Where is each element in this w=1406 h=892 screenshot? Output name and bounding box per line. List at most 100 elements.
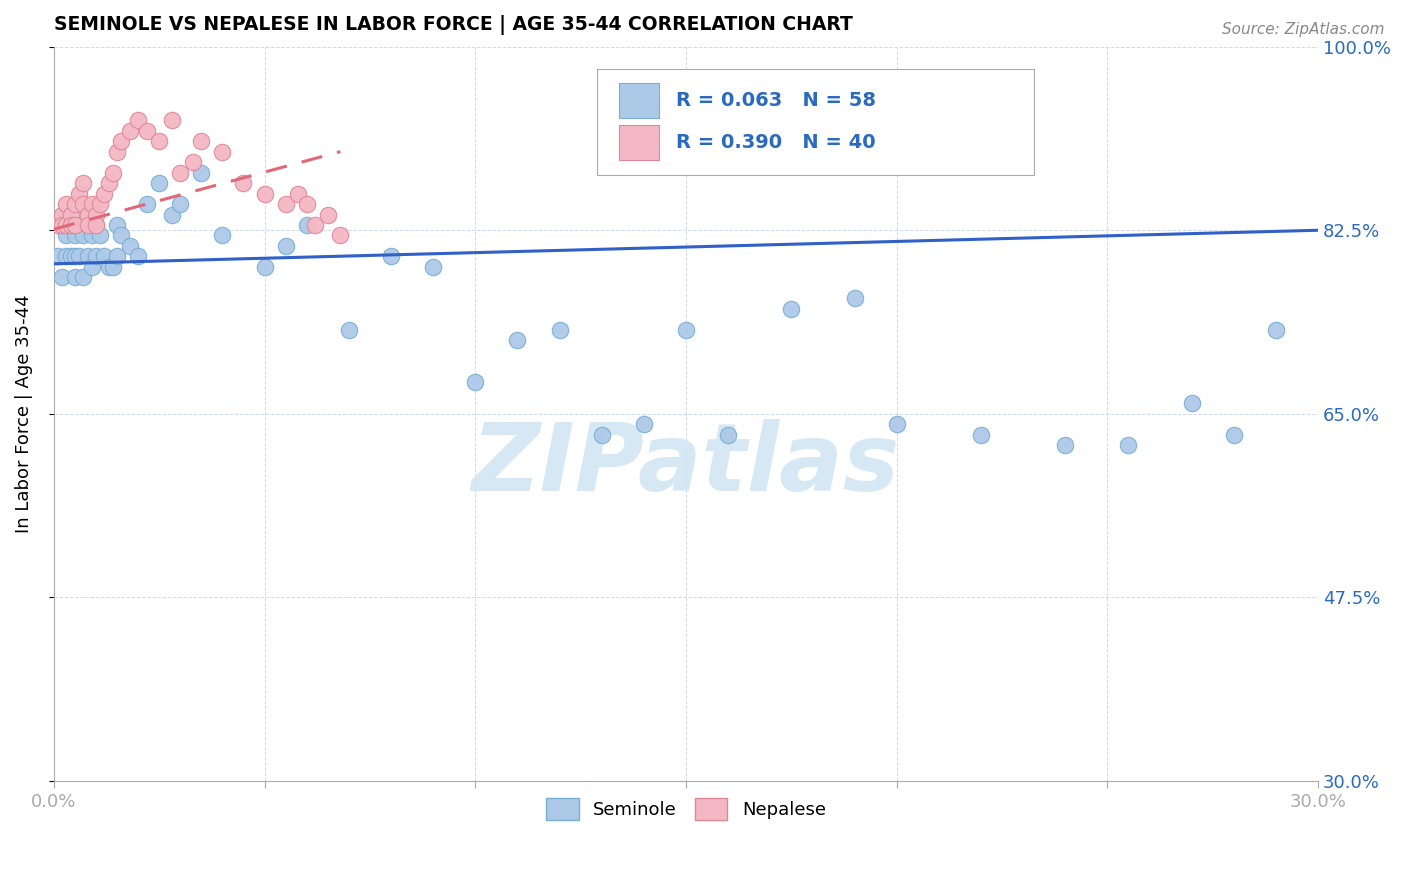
Point <box>55 207 77 221</box>
Text: R = 0.063   N = 58: R = 0.063 N = 58 <box>676 91 876 110</box>
Point <box>76 250 98 264</box>
Point <box>717 427 740 442</box>
Point <box>329 228 352 243</box>
Point <box>93 186 115 201</box>
Point <box>675 323 697 337</box>
Text: R = 0.390   N = 40: R = 0.390 N = 40 <box>676 133 876 152</box>
Point <box>89 228 111 243</box>
Point <box>80 260 103 274</box>
Text: Source: ZipAtlas.com: Source: ZipAtlas.com <box>1222 22 1385 37</box>
Point <box>55 228 77 243</box>
Point <box>55 250 77 264</box>
Point <box>59 218 82 232</box>
Point <box>422 260 444 274</box>
Point <box>1181 396 1204 410</box>
Point <box>72 197 94 211</box>
Point <box>169 165 191 179</box>
Point <box>211 228 233 243</box>
Point <box>160 207 183 221</box>
Point <box>101 260 124 274</box>
Point <box>591 427 613 442</box>
Point <box>59 207 82 221</box>
Y-axis label: In Labor Force | Age 35-44: In Labor Force | Age 35-44 <box>15 294 32 533</box>
Point <box>55 218 77 232</box>
Point <box>337 323 360 337</box>
Point <box>63 197 86 211</box>
Point <box>59 250 82 264</box>
Point <box>89 197 111 211</box>
Point <box>51 218 73 232</box>
Point <box>169 197 191 211</box>
Point <box>105 218 128 232</box>
Point <box>84 218 107 232</box>
Point <box>1223 427 1246 442</box>
Point <box>211 145 233 159</box>
Point <box>148 176 170 190</box>
Point <box>295 218 318 232</box>
Point <box>97 260 120 274</box>
Point <box>51 207 73 221</box>
Point <box>93 250 115 264</box>
Point <box>274 239 297 253</box>
Point <box>63 270 86 285</box>
Point <box>118 123 141 137</box>
Point <box>287 186 309 201</box>
Point <box>46 250 69 264</box>
Point <box>1118 438 1140 452</box>
Point <box>232 176 254 190</box>
Point <box>464 376 486 390</box>
Point <box>148 134 170 148</box>
Point <box>72 270 94 285</box>
Bar <box>619 83 659 118</box>
Point <box>84 250 107 264</box>
Point <box>160 113 183 128</box>
Point <box>316 207 339 221</box>
Point <box>135 123 157 137</box>
Point <box>51 218 73 232</box>
Point <box>67 218 90 232</box>
Point <box>76 218 98 232</box>
Bar <box>619 125 659 160</box>
Point <box>181 155 204 169</box>
Point <box>51 270 73 285</box>
Point <box>506 334 529 348</box>
Point <box>274 197 297 211</box>
Point <box>84 218 107 232</box>
Point <box>886 417 908 432</box>
Point <box>67 250 90 264</box>
Point <box>76 218 98 232</box>
Point <box>59 218 82 232</box>
Point <box>63 228 86 243</box>
Point <box>780 301 803 316</box>
Point <box>127 113 149 128</box>
Point <box>253 186 276 201</box>
Text: SEMINOLE VS NEPALESE IN LABOR FORCE | AGE 35-44 CORRELATION CHART: SEMINOLE VS NEPALESE IN LABOR FORCE | AG… <box>53 15 852 35</box>
Point <box>295 197 318 211</box>
Point <box>127 250 149 264</box>
Point <box>135 197 157 211</box>
Point <box>548 323 571 337</box>
Legend: Seminole, Nepalese: Seminole, Nepalese <box>538 790 834 827</box>
Point <box>253 260 276 274</box>
Point <box>55 197 77 211</box>
Point <box>80 228 103 243</box>
Point <box>63 250 86 264</box>
Point <box>110 134 132 148</box>
Point <box>84 207 107 221</box>
Point <box>67 186 90 201</box>
Point <box>304 218 326 232</box>
Point <box>63 218 86 232</box>
Point <box>110 228 132 243</box>
Point <box>970 427 993 442</box>
Point <box>190 165 212 179</box>
Point <box>380 250 402 264</box>
Point <box>190 134 212 148</box>
Point <box>105 145 128 159</box>
Text: ZIPatlas: ZIPatlas <box>472 419 900 511</box>
Point <box>118 239 141 253</box>
Point <box>76 207 98 221</box>
Point <box>105 250 128 264</box>
Point <box>72 176 94 190</box>
Point <box>80 197 103 211</box>
Point <box>844 292 866 306</box>
